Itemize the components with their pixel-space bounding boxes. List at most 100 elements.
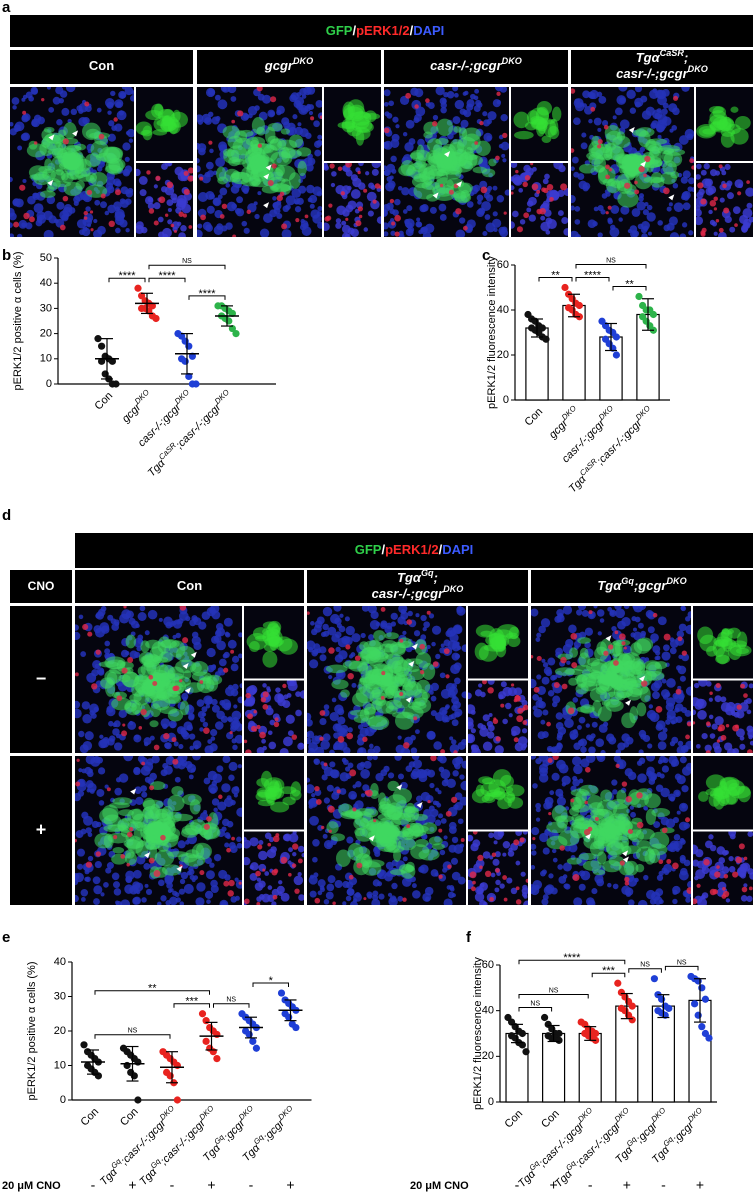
perk bbox=[443, 648, 450, 655]
nucleus bbox=[118, 709, 127, 719]
label: TgαGq;gcgrDKO bbox=[597, 576, 686, 593]
perk bbox=[432, 661, 439, 668]
nucleus bbox=[448, 885, 455, 891]
y-tick-label: 40 bbox=[54, 956, 66, 968]
nucleus bbox=[474, 88, 480, 94]
nucleus bbox=[227, 639, 237, 649]
perk bbox=[126, 863, 130, 867]
nucleus bbox=[639, 193, 645, 199]
nucleus bbox=[708, 714, 714, 720]
cell bbox=[44, 132, 65, 144]
cell bbox=[50, 169, 66, 182]
cell bbox=[254, 156, 267, 171]
perk bbox=[291, 863, 297, 868]
nucleus bbox=[292, 831, 297, 835]
perk bbox=[636, 792, 643, 799]
cell bbox=[617, 190, 639, 208]
nucleus bbox=[228, 761, 238, 771]
nucleus bbox=[459, 843, 465, 849]
nucleus bbox=[296, 92, 302, 97]
nucleus bbox=[180, 225, 187, 232]
nucleus bbox=[661, 651, 671, 661]
nucleus bbox=[563, 228, 568, 236]
nucleus bbox=[232, 744, 238, 751]
nucleus bbox=[739, 743, 746, 750]
nucleus bbox=[245, 697, 255, 707]
nucleus bbox=[647, 626, 655, 634]
nucleus bbox=[360, 793, 366, 798]
nucleus bbox=[267, 885, 273, 890]
nucleus bbox=[308, 875, 318, 885]
nucleus bbox=[137, 756, 146, 763]
nucleus bbox=[540, 719, 546, 725]
cell bbox=[361, 854, 373, 869]
data-point bbox=[192, 380, 200, 388]
nucleus bbox=[412, 890, 421, 899]
nucleus bbox=[249, 872, 258, 881]
perk bbox=[148, 857, 155, 864]
nucleus bbox=[107, 738, 115, 746]
nucleus bbox=[94, 860, 102, 869]
data-point bbox=[213, 1055, 221, 1063]
label-part: DKO bbox=[688, 64, 708, 74]
cell bbox=[171, 785, 184, 796]
cell bbox=[154, 103, 164, 116]
micrograph-content bbox=[244, 831, 304, 905]
cell bbox=[500, 774, 514, 789]
nucleus bbox=[531, 850, 537, 856]
nucleus bbox=[272, 196, 277, 201]
cell bbox=[597, 167, 609, 185]
nucleus bbox=[408, 138, 416, 145]
nucleus bbox=[428, 613, 435, 619]
bracket bbox=[612, 286, 647, 291]
nucleus bbox=[681, 803, 687, 809]
perk bbox=[406, 619, 413, 625]
cell bbox=[411, 175, 433, 189]
nucleus bbox=[602, 120, 609, 127]
nucleus bbox=[597, 631, 602, 636]
perk bbox=[720, 734, 727, 741]
nucleus bbox=[136, 855, 146, 865]
nucleus bbox=[536, 674, 542, 680]
cell bbox=[289, 789, 302, 801]
nucleus bbox=[288, 833, 299, 843]
nucleus bbox=[428, 805, 435, 812]
nucleus bbox=[638, 899, 648, 905]
nucleus bbox=[267, 730, 273, 736]
nucleus bbox=[551, 701, 558, 708]
nucleus bbox=[369, 619, 380, 630]
nucleus bbox=[205, 870, 215, 880]
nucleus bbox=[580, 758, 590, 768]
nucleus bbox=[578, 778, 584, 784]
nucleus bbox=[518, 188, 524, 193]
nucleus bbox=[10, 122, 14, 127]
perk bbox=[675, 688, 682, 695]
cell bbox=[103, 814, 122, 827]
nucleus bbox=[634, 87, 643, 93]
nucleus bbox=[488, 832, 494, 839]
arrow bbox=[48, 134, 55, 141]
nucleus bbox=[641, 221, 650, 230]
nucleus bbox=[59, 90, 68, 98]
nucleus bbox=[77, 863, 84, 870]
micrograph-content bbox=[513, 100, 562, 144]
label-part: Con bbox=[89, 58, 114, 73]
cell bbox=[558, 830, 580, 846]
perk bbox=[329, 163, 335, 169]
nucleus bbox=[649, 89, 659, 100]
nucleus bbox=[127, 187, 134, 194]
nucleus bbox=[742, 208, 753, 219]
y-axis-label: pERK1/2 fluorescence intensity bbox=[486, 256, 498, 409]
nucleus bbox=[581, 609, 589, 617]
perk bbox=[28, 216, 35, 223]
nucleus bbox=[707, 185, 717, 195]
nucleus bbox=[247, 105, 258, 116]
micrograph-content bbox=[337, 99, 381, 146]
nucleus bbox=[171, 221, 180, 230]
nucleus bbox=[437, 756, 443, 762]
perk bbox=[270, 96, 277, 103]
nucleus bbox=[323, 766, 334, 777]
nucleus bbox=[293, 100, 302, 108]
nucleus bbox=[437, 790, 442, 795]
nucleus bbox=[492, 858, 500, 866]
